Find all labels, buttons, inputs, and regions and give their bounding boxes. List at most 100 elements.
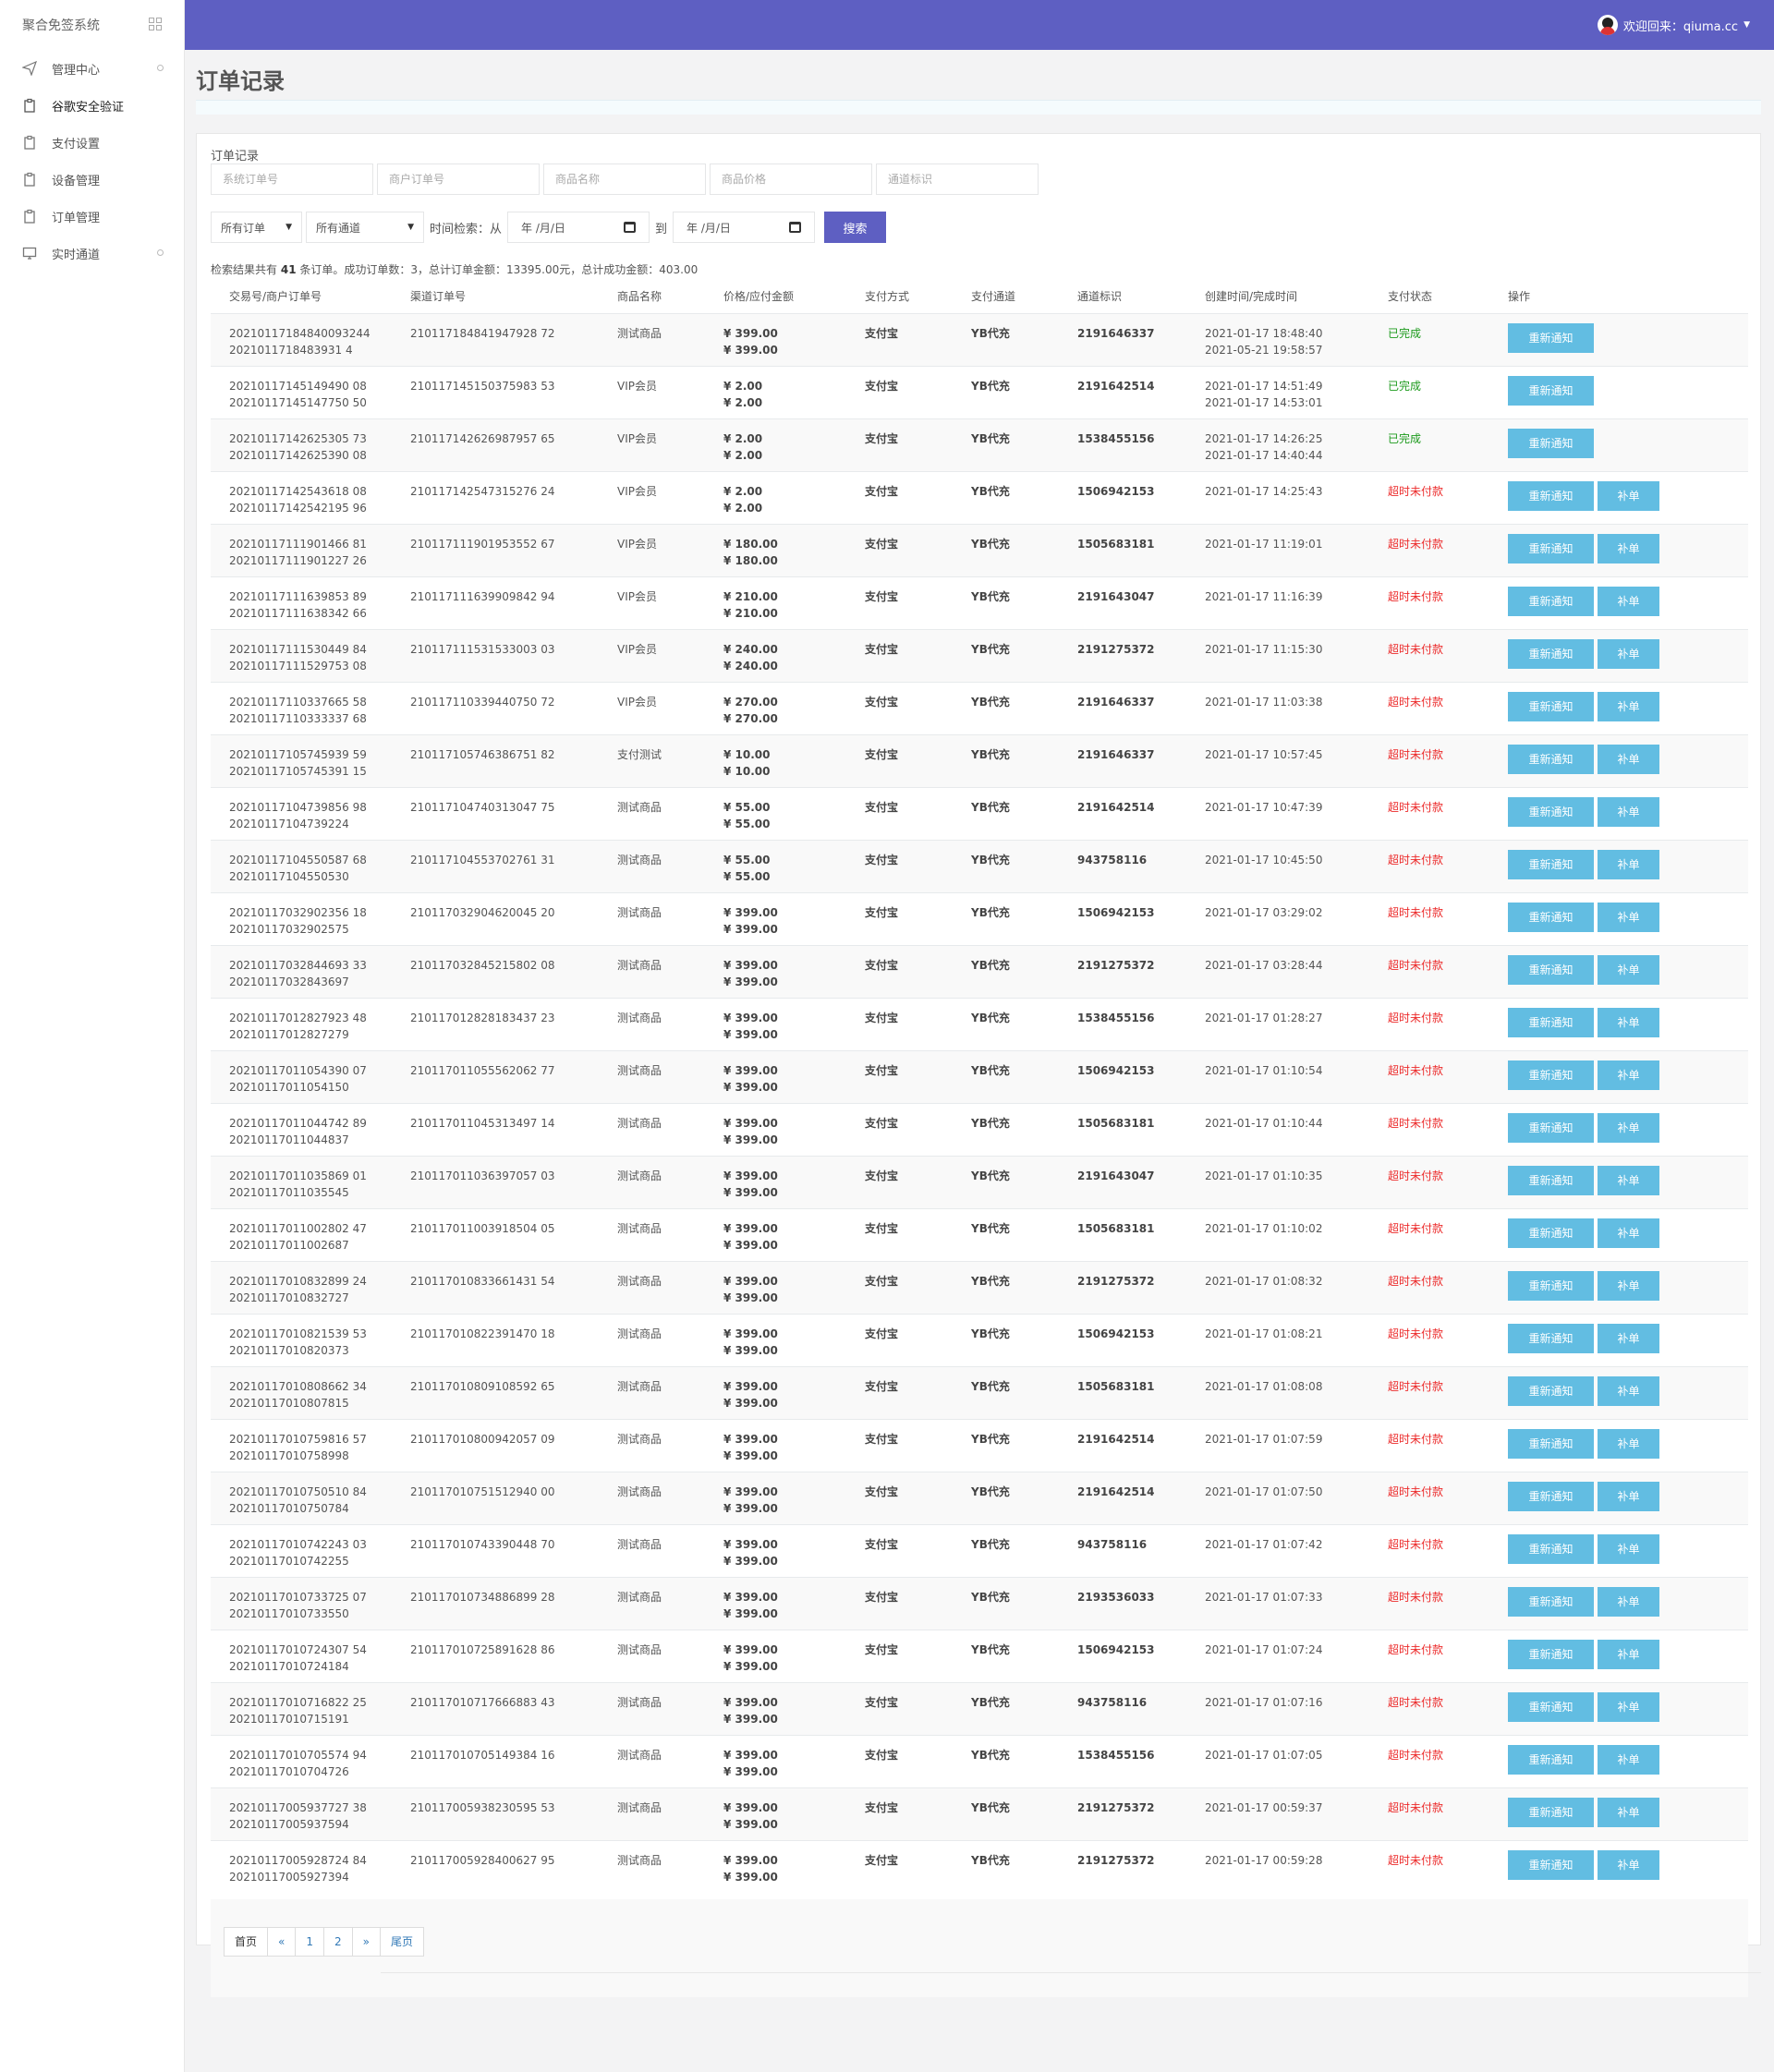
fix-order-button[interactable]: 补单 <box>1598 1586 1659 1617</box>
first-page-link[interactable]: 首页 <box>224 1927 269 1957</box>
fix-order-button[interactable]: 补单 <box>1598 954 1659 985</box>
renotify-button[interactable]: 重新通知 <box>1508 1165 1594 1195</box>
fix-order-button[interactable]: 补单 <box>1598 1375 1659 1406</box>
product-name: VIP会员 <box>617 642 657 656</box>
channel-identifier: 943758116 <box>1077 1695 1148 1709</box>
fix-order-button[interactable]: 补单 <box>1598 1797 1659 1827</box>
sidebar-item-order-management[interactable]: 订单管理 <box>0 198 184 235</box>
renotify-button[interactable]: 重新通知 <box>1508 1533 1594 1564</box>
renotify-button[interactable]: 重新通知 <box>1508 428 1594 458</box>
prev-page-link[interactable]: « <box>267 1927 297 1957</box>
cell-method: 支付宝 <box>865 1313 971 1366</box>
fix-order-button[interactable]: 补单 <box>1598 533 1659 563</box>
fix-order-button[interactable]: 补单 <box>1598 1323 1659 1353</box>
channel-select[interactable]: 所有通道 ▼ <box>306 212 424 243</box>
user-menu[interactable]: 欢迎回来：qiuma.cc ▼ <box>1597 15 1750 35</box>
created-time: 2021-01-17 01:08:08 <box>1205 1379 1323 1393</box>
renotify-button[interactable]: 重新通知 <box>1508 1481 1594 1511</box>
product-price-input[interactable] <box>710 164 872 195</box>
merchant-order-input[interactable] <box>377 164 540 195</box>
fix-order-button[interactable]: 补单 <box>1598 1533 1659 1564</box>
renotify-button[interactable]: 重新通知 <box>1508 796 1594 827</box>
fix-order-button[interactable]: 补单 <box>1598 691 1659 721</box>
renotify-button[interactable]: 重新通知 <box>1508 533 1594 563</box>
orders-panel: 订单记录 所有订单 ▼ 所有通道 ▼ 时间检索：从 年 /月/日 到 年 /月/… <box>196 133 1761 1997</box>
fix-order-button[interactable]: 补单 <box>1598 1744 1659 1775</box>
renotify-button[interactable]: 重新通知 <box>1508 1323 1594 1353</box>
renotify-button[interactable]: 重新通知 <box>1508 1639 1594 1669</box>
fix-order-button[interactable]: 补单 <box>1598 1007 1659 1037</box>
renotify-button[interactable]: 重新通知 <box>1508 1797 1594 1827</box>
last-page-link[interactable]: 尾页 <box>379 1927 424 1957</box>
renotify-button[interactable]: 重新通知 <box>1508 375 1594 406</box>
fix-order-button[interactable]: 补单 <box>1598 902 1659 932</box>
renotify-button[interactable]: 重新通知 <box>1508 1375 1594 1406</box>
channel-order-number: 210117142626987957 65 <box>410 431 555 445</box>
renotify-button[interactable]: 重新通知 <box>1508 1060 1594 1090</box>
grid-icon[interactable] <box>149 18 162 30</box>
date-from-input[interactable]: 年 /月/日 <box>507 212 650 243</box>
fix-order-button[interactable]: 补单 <box>1598 849 1659 879</box>
sidebar-item-realtime-channel[interactable]: 实时通道 <box>0 235 184 272</box>
renotify-button[interactable]: 重新通知 <box>1508 586 1594 616</box>
fix-order-button[interactable]: 补单 <box>1598 1691 1659 1722</box>
next-page-link[interactable]: » <box>351 1927 381 1957</box>
fix-order-button[interactable]: 补单 <box>1598 1060 1659 1090</box>
search-button[interactable]: 搜索 <box>824 212 887 243</box>
renotify-button[interactable]: 重新通知 <box>1508 1112 1594 1143</box>
cell-product: VIP会员 <box>617 365 723 418</box>
fix-order-button[interactable]: 补单 <box>1598 1270 1659 1301</box>
sidebar-item-google-auth[interactable]: 谷歌安全验证 <box>0 87 184 124</box>
sidebar-item-device-management[interactable]: 设备管理 <box>0 161 184 198</box>
fix-order-button[interactable]: 补单 <box>1598 638 1659 669</box>
cell-method: 支付宝 <box>865 1260 971 1314</box>
order-type-select[interactable]: 所有订单 ▼ <box>211 212 302 243</box>
price-amount: ¥ 210.00 <box>723 589 778 603</box>
renotify-button[interactable]: 重新通知 <box>1508 1744 1594 1775</box>
page-link-2[interactable]: 2 <box>323 1927 353 1957</box>
renotify-button[interactable]: 重新通知 <box>1508 322 1594 353</box>
status-badge: 超时未付款 <box>1388 537 1444 551</box>
renotify-button[interactable]: 重新通知 <box>1508 691 1594 721</box>
cell-channel-no: 210117184841947928 72 <box>410 312 617 366</box>
renotify-button[interactable]: 重新通知 <box>1508 902 1594 932</box>
payable-amount: ¥ 55.00 <box>723 869 771 883</box>
renotify-button[interactable]: 重新通知 <box>1508 744 1594 774</box>
fix-order-button[interactable]: 补单 <box>1598 1849 1659 1880</box>
renotify-button[interactable]: 重新通知 <box>1508 1218 1594 1248</box>
sidebar-item-dashboard[interactable]: 管理中心 <box>0 50 184 87</box>
system-order-input[interactable] <box>211 164 373 195</box>
cell-trade-no: 20210117010821539 53 20210117010820373 <box>211 1313 410 1366</box>
product-name-input[interactable] <box>543 164 706 195</box>
fix-order-button[interactable]: 补单 <box>1598 1428 1659 1459</box>
page-link-1[interactable]: 1 <box>295 1927 324 1957</box>
cell-trade-no: 20210117010759816 57 20210117010758998 <box>211 1418 410 1472</box>
cell-product: 测试商品 <box>617 1681 723 1735</box>
renotify-button[interactable]: 重新通知 <box>1508 1849 1594 1880</box>
renotify-button[interactable]: 重新通知 <box>1508 1691 1594 1722</box>
fix-order-button[interactable]: 补单 <box>1598 480 1659 511</box>
renotify-button[interactable]: 重新通知 <box>1508 1428 1594 1459</box>
renotify-button[interactable]: 重新通知 <box>1508 638 1594 669</box>
sidebar-item-payment-settings[interactable]: 支付设置 <box>0 124 184 161</box>
fix-order-button[interactable]: 补单 <box>1598 1481 1659 1511</box>
fix-order-button[interactable]: 补单 <box>1598 1639 1659 1669</box>
fix-order-button[interactable]: 补单 <box>1598 1218 1659 1248</box>
renotify-button[interactable]: 重新通知 <box>1508 1586 1594 1617</box>
renotify-button[interactable]: 重新通知 <box>1508 849 1594 879</box>
renotify-button[interactable]: 重新通知 <box>1508 954 1594 985</box>
fix-order-button[interactable]: 补单 <box>1598 1165 1659 1195</box>
fix-order-button[interactable]: 补单 <box>1598 1112 1659 1143</box>
renotify-button[interactable]: 重新通知 <box>1508 1270 1594 1301</box>
channel-id-input[interactable] <box>876 164 1039 195</box>
fix-order-button[interactable]: 补单 <box>1598 744 1659 774</box>
cell-gateway: YB代充 <box>971 786 1077 840</box>
calendar-icon[interactable] <box>624 222 637 233</box>
fix-order-button[interactable]: 补单 <box>1598 796 1659 827</box>
renotify-button[interactable]: 重新通知 <box>1508 480 1594 511</box>
fix-order-button[interactable]: 补单 <box>1598 586 1659 616</box>
calendar-icon[interactable] <box>789 222 802 233</box>
cell-time: 2021-01-17 01:10:35 <box>1205 1155 1388 1208</box>
renotify-button[interactable]: 重新通知 <box>1508 1007 1594 1037</box>
date-to-input[interactable]: 年 /月/日 <box>673 212 816 243</box>
